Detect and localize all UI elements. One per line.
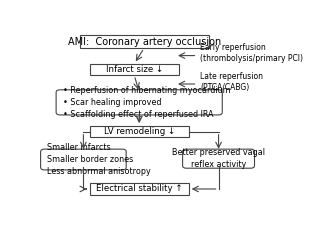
- FancyBboxPatch shape: [90, 64, 179, 75]
- FancyBboxPatch shape: [41, 149, 126, 170]
- FancyBboxPatch shape: [56, 90, 222, 115]
- FancyBboxPatch shape: [80, 36, 209, 48]
- Text: LV remodeling ↓: LV remodeling ↓: [104, 127, 175, 136]
- Text: Better preserved vagal
reflex activity: Better preserved vagal reflex activity: [172, 148, 265, 169]
- Text: Early reperfusion
(thrombolysis/primary PCI): Early reperfusion (thrombolysis/primary …: [200, 43, 303, 63]
- FancyBboxPatch shape: [90, 183, 189, 195]
- Text: AMI:  Coronary artery occlusion: AMI: Coronary artery occlusion: [68, 37, 221, 47]
- FancyBboxPatch shape: [183, 149, 254, 168]
- FancyBboxPatch shape: [90, 126, 189, 137]
- Text: Smaller infarcts
Smaller border zones
Less abnormal anisotropy: Smaller infarcts Smaller border zones Le…: [47, 143, 151, 176]
- Text: • Reperfusion of hibernating myocardium
• Scar healing improved
• Scaffolding ef: • Reperfusion of hibernating myocardium …: [63, 86, 230, 119]
- Text: Infarct size ↓: Infarct size ↓: [106, 65, 163, 74]
- Text: Late reperfusion
(PTCA/CABG): Late reperfusion (PTCA/CABG): [200, 72, 263, 92]
- Text: Electrical stability ↑: Electrical stability ↑: [96, 184, 182, 194]
